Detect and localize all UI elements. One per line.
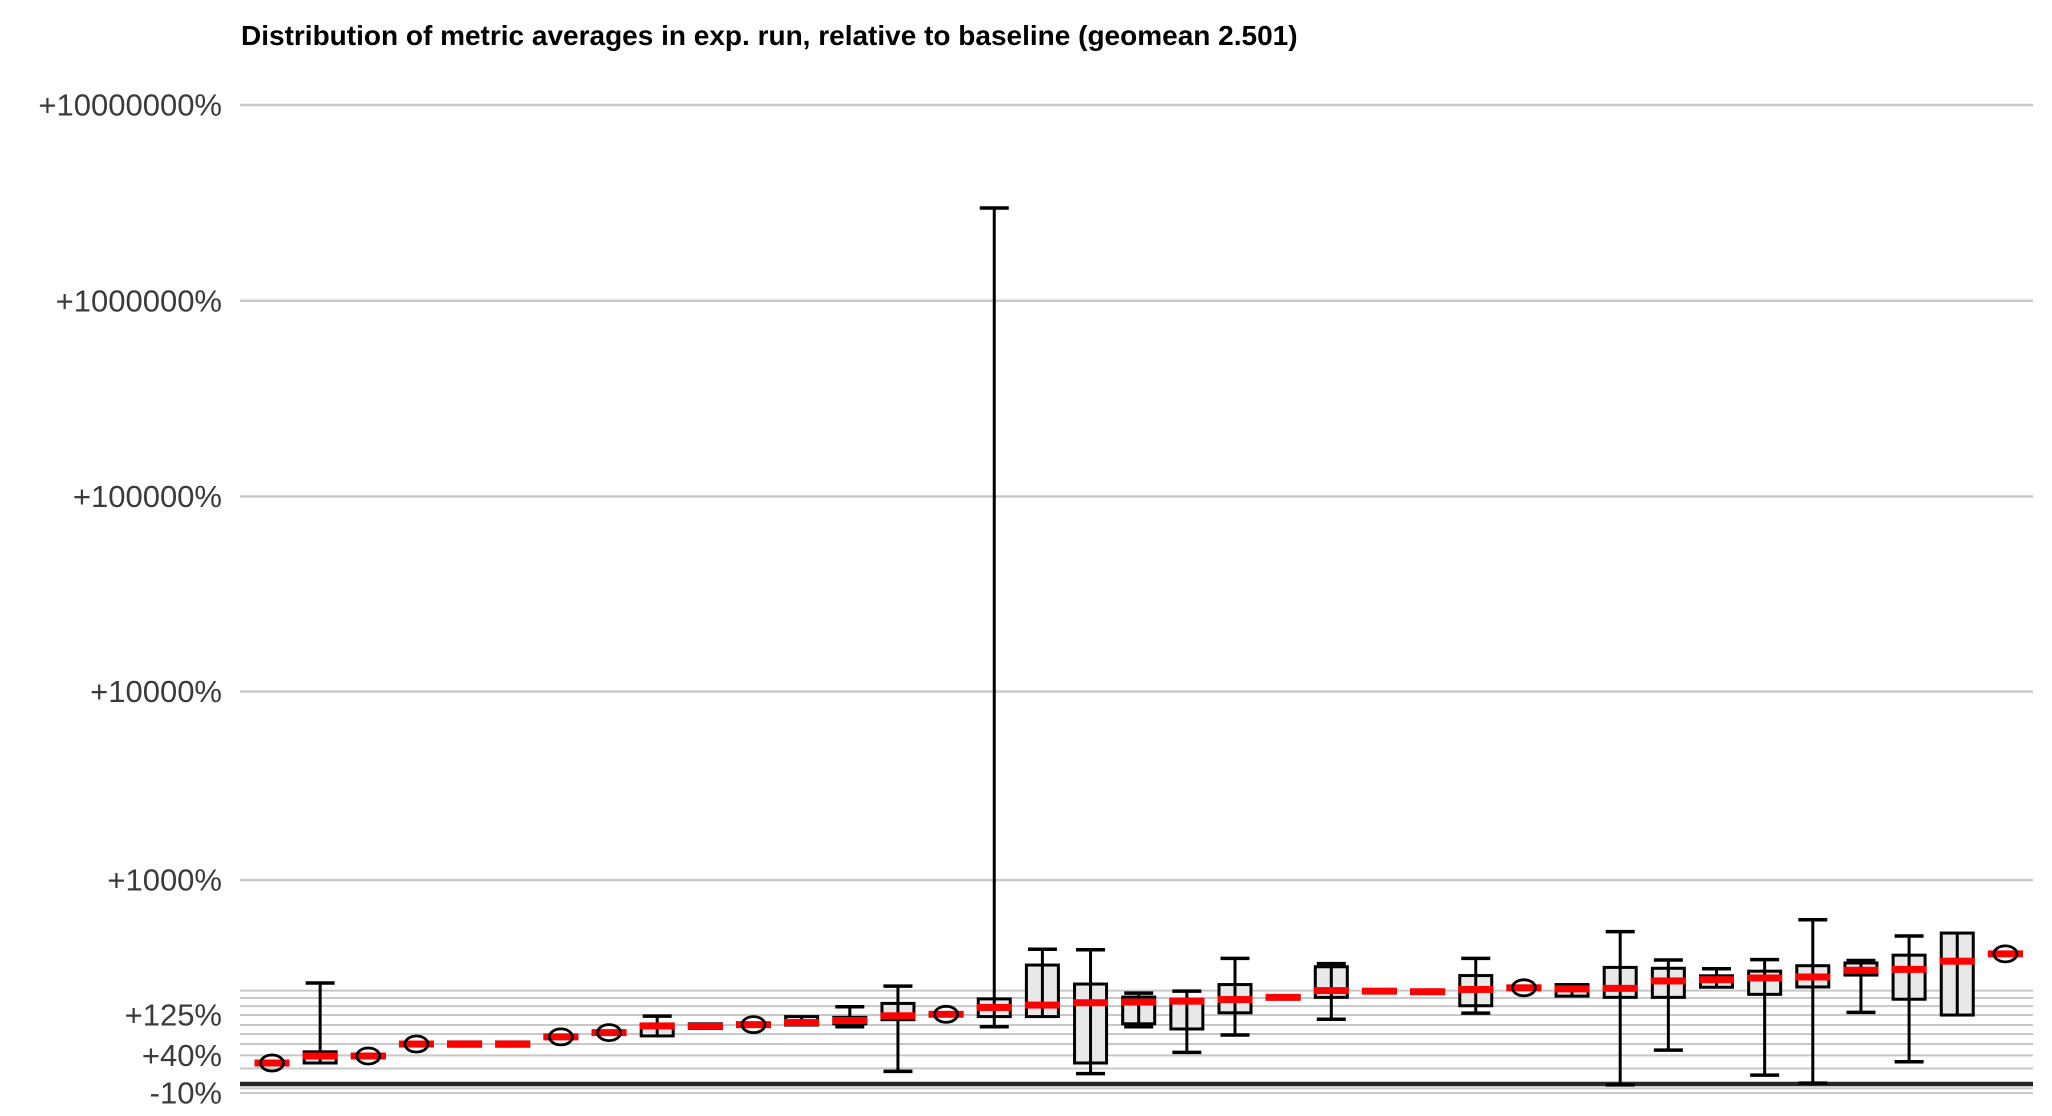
median-line [1121,998,1157,1006]
median-line [1699,976,1734,984]
box-plot [687,1022,723,1031]
median-line [1650,977,1686,985]
box-plot [1650,958,1686,1052]
box-plot [1554,983,1590,998]
median-line [350,1052,386,1060]
box-plot [1458,956,1494,1015]
median-line [398,1040,434,1048]
box-plot [832,1005,868,1029]
median-circle-marker [548,1027,574,1047]
median-circle-marker [355,1046,382,1066]
gridlines-layer [240,103,2033,1094]
box-plot [1891,934,1927,1064]
box-plot [543,1027,579,1047]
median-line [976,1003,1012,1011]
chart-title: Distribution of metric averages in exp. … [241,20,1298,51]
box-plot [1939,931,1975,1017]
median-line [928,1010,964,1018]
box-plot [928,1004,964,1024]
box-plot [1795,918,1831,1085]
median-line [302,1052,338,1060]
median-line [880,1012,916,1020]
box-plot [1410,988,1446,996]
median-line [1747,974,1783,982]
box-plot [1602,929,1638,1087]
box-plot [880,984,916,1074]
box-plot [736,1015,771,1035]
box-plot [1699,966,1734,989]
y-tick-label: +100000% [73,479,222,514]
median-circle-marker [259,1053,285,1073]
median-line [687,1022,723,1030]
boxes-layer [254,206,2023,1087]
median-line [1458,985,1494,993]
box-plot [1313,961,1349,1022]
box-plot [1121,991,1157,1029]
median-line [1169,997,1205,1005]
y-tick-label: +40% [142,1038,222,1073]
box-plot [1747,957,1783,1077]
box-plot [1506,978,1542,998]
median-line [1361,987,1397,995]
y-tick-label: +1000000% [56,283,222,318]
median-line [254,1059,290,1067]
median-line [1265,993,1301,1001]
median-line [1313,987,1349,995]
median-line [1410,988,1446,996]
y-tick-label: +1000% [107,863,222,898]
median-circle-marker [933,1004,959,1024]
median-line [1554,985,1590,993]
median-circle-marker [403,1034,430,1054]
box-plot [495,1040,531,1048]
box-plot [976,206,1012,1029]
median-line [1602,984,1638,992]
median-line [1217,996,1253,1004]
median-line [543,1033,579,1041]
box-plot [1843,958,1879,1015]
median-circle-marker [596,1023,622,1043]
box-plot [784,1015,820,1027]
median-line [1024,1001,1060,1009]
box-plot [1073,947,1109,1076]
box-plot [1265,993,1301,1001]
median-circle-marker [1511,978,1537,998]
median-line [736,1021,771,1029]
box-plot [1024,947,1060,1019]
median-line [1073,999,1109,1007]
median-line [1506,984,1542,992]
box-plot [1169,989,1205,1055]
y-tick-label: +10000000% [38,87,222,122]
median-line [784,1019,820,1027]
box-plot [639,1014,675,1038]
median-line [1939,957,1975,965]
box-plot [398,1034,434,1054]
box-plot [1217,956,1253,1037]
median-circle-marker [1992,944,2019,964]
box-plot [1987,944,2023,964]
median-line [447,1040,483,1048]
y-tick-label: +10000% [90,674,222,709]
median-line [591,1029,627,1037]
median-line [1987,950,2023,958]
y-tick-label: -10% [150,1075,222,1110]
box-plot [447,1040,483,1048]
median-line [832,1017,868,1025]
median-line [1843,966,1879,974]
box-plot [302,981,338,1065]
box-plot [1361,987,1397,995]
y-axis-labels: +10000000% +1000000% +100000% +10000% +1000%… [38,87,222,1110]
median-circle-marker [740,1015,767,1035]
median-line [1891,965,1927,973]
median-line [1795,973,1831,981]
median-line [495,1040,531,1048]
y-tick-label: +125% [125,998,222,1033]
box-plot [591,1023,627,1043]
box-plot [254,1053,290,1073]
box-plot [350,1046,386,1066]
median-line [639,1022,675,1030]
